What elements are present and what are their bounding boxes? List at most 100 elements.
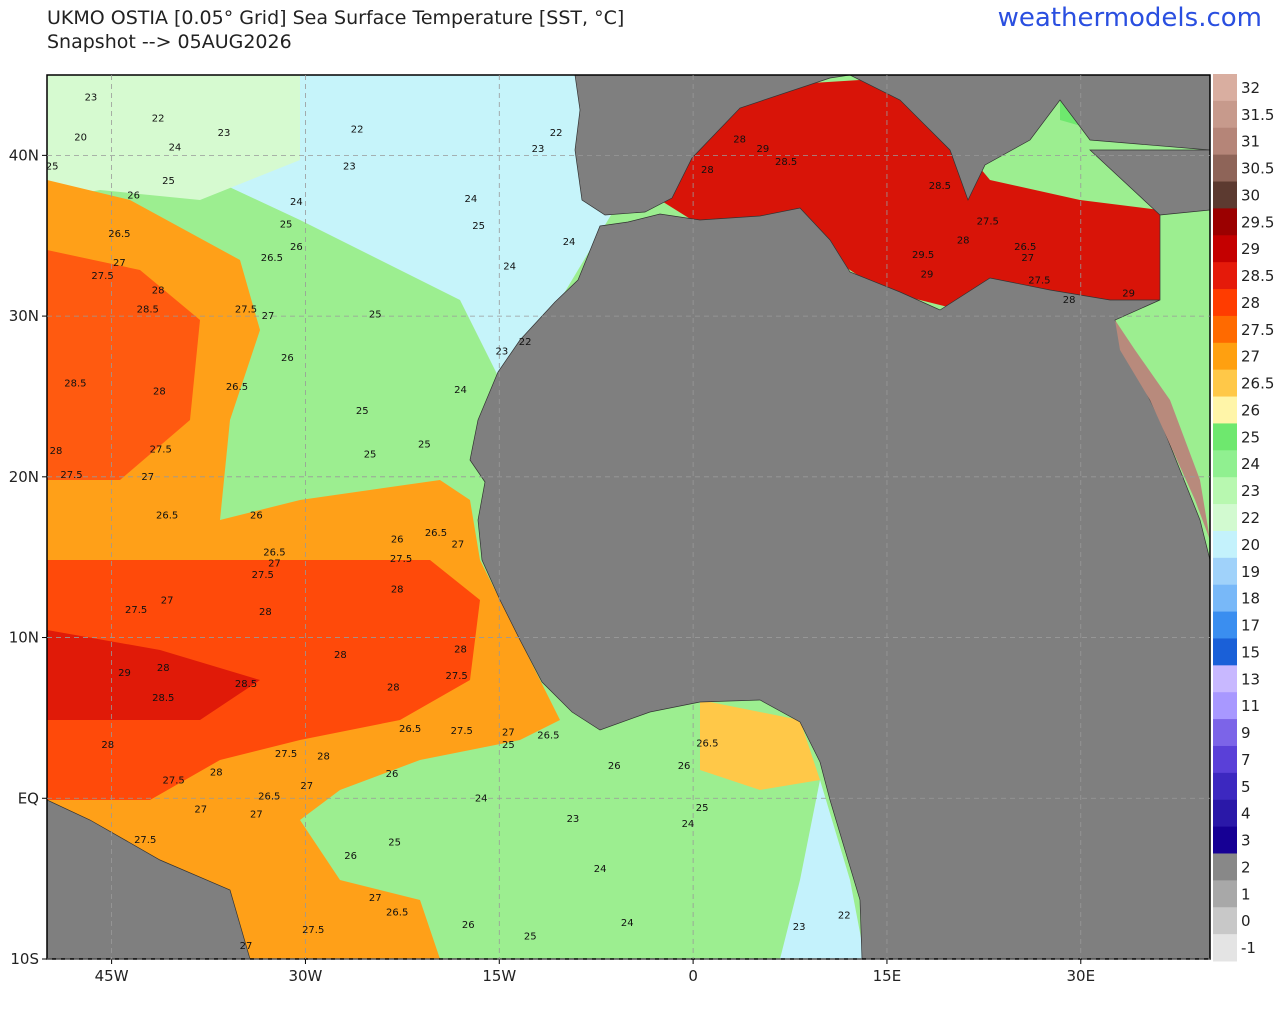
contour-label: 26.5 bbox=[386, 907, 408, 918]
contour-label: 26 bbox=[344, 851, 357, 862]
contour-label: 28 bbox=[957, 236, 970, 247]
contour-label: 28 bbox=[454, 645, 467, 656]
colorbar-box bbox=[1213, 826, 1237, 854]
contour-label: 26 bbox=[391, 535, 404, 546]
contour-label: 26.5 bbox=[156, 510, 178, 521]
colorbar-box bbox=[1213, 289, 1237, 317]
contour-label: 27.5 bbox=[252, 570, 274, 581]
colorbar-label: 2 bbox=[1241, 858, 1251, 876]
contour-label: 29 bbox=[1122, 289, 1135, 300]
contour-label: 27 bbox=[452, 539, 465, 550]
contour-label: 27.5 bbox=[977, 216, 999, 227]
colorbar-box bbox=[1213, 477, 1237, 505]
contour-label: 23 bbox=[343, 162, 356, 173]
colorbar-box bbox=[1213, 665, 1237, 693]
colorbar-box bbox=[1213, 235, 1237, 263]
colorbar-label: 11 bbox=[1241, 697, 1260, 715]
warm-water bbox=[47, 250, 200, 480]
contour-label: 27.5 bbox=[1028, 276, 1050, 287]
warm-water bbox=[700, 700, 820, 790]
x-tick-label: 15E bbox=[873, 967, 902, 985]
colorbar-label: 22 bbox=[1241, 509, 1260, 527]
colorbar-box bbox=[1213, 611, 1237, 639]
contour-label: 28.5 bbox=[235, 679, 257, 690]
contour-label: 26.5 bbox=[1014, 242, 1036, 253]
contour-label: 28 bbox=[152, 285, 165, 296]
colorbar-label: 30.5 bbox=[1241, 160, 1274, 178]
colorbar-box bbox=[1213, 530, 1237, 559]
land-africa bbox=[469, 149, 1210, 959]
colorbar-label: 31.5 bbox=[1241, 106, 1274, 124]
y-tick-label: 40N bbox=[9, 146, 39, 164]
contour-label: 28 bbox=[153, 387, 166, 398]
contour-label: 29.5 bbox=[912, 250, 934, 261]
colorbar-label: 24 bbox=[1241, 455, 1260, 473]
contour-label: 24 bbox=[169, 142, 182, 153]
contour-label: 26 bbox=[250, 510, 263, 521]
contour-label: 26.5 bbox=[696, 739, 718, 750]
cool-water bbox=[780, 780, 865, 959]
colorbar-box bbox=[1213, 907, 1237, 935]
map-layers bbox=[47, 75, 1210, 959]
contour-label: 27.5 bbox=[275, 749, 297, 760]
contour-label: 29 bbox=[118, 668, 131, 679]
contour-label: 28 bbox=[50, 446, 63, 457]
contour-label: 25 bbox=[280, 219, 293, 230]
map-frame bbox=[46, 74, 1211, 960]
colorbar-box bbox=[1213, 934, 1237, 962]
colorbar-box bbox=[1213, 100, 1237, 129]
colorbar-label: 15 bbox=[1241, 643, 1260, 661]
contour-label: 28 bbox=[101, 740, 114, 751]
contour-label: 28 bbox=[210, 768, 223, 779]
colorbar-label: 27.5 bbox=[1241, 321, 1274, 339]
colorbar-box bbox=[1213, 154, 1237, 183]
land-iberia-france bbox=[574, 75, 851, 216]
y-tick-label: EQ bbox=[18, 789, 39, 807]
colorbar-box bbox=[1213, 396, 1237, 424]
colorbar-box bbox=[1213, 557, 1237, 586]
colorbar-box bbox=[1213, 504, 1237, 532]
contour-label: 27.5 bbox=[446, 671, 468, 682]
contour-label: 27 bbox=[300, 781, 313, 792]
site-name[interactable]: weathermodels.com bbox=[998, 3, 1262, 33]
contour-label: 25 bbox=[418, 440, 431, 451]
colorbar-label: 30 bbox=[1241, 186, 1260, 204]
colorbar-box bbox=[1213, 315, 1237, 344]
contour-label: 22 bbox=[550, 128, 563, 139]
cool-water bbox=[47, 75, 300, 200]
colorbar-box bbox=[1213, 369, 1237, 398]
warm-water bbox=[47, 560, 480, 800]
contour-label: 24 bbox=[594, 864, 607, 875]
contour-label: 24 bbox=[682, 819, 695, 830]
contour-label: 27 bbox=[1021, 253, 1034, 264]
contour-label: 24 bbox=[563, 237, 576, 248]
contour-label: 23 bbox=[532, 144, 545, 155]
contour-label: 25 bbox=[369, 309, 382, 320]
colorbar-box bbox=[1213, 127, 1237, 156]
title: UKMO OSTIA [0.05° Grid] Sea Surface Temp… bbox=[47, 7, 624, 29]
x-tick-label: 0 bbox=[688, 967, 698, 985]
y-tick-label: 20N bbox=[9, 468, 39, 486]
contour-label: 29 bbox=[757, 144, 770, 155]
contour-label: 27 bbox=[268, 559, 281, 570]
contour-label: 24 bbox=[475, 793, 488, 804]
colorbar-label: 17 bbox=[1241, 617, 1260, 635]
contour-label: 27.5 bbox=[60, 470, 82, 481]
contour-label: 26 bbox=[608, 761, 621, 772]
colorbar-box bbox=[1213, 853, 1237, 881]
land-south-america bbox=[47, 799, 251, 959]
contour-label: 28.5 bbox=[152, 693, 174, 704]
contour-label: 26 bbox=[462, 920, 475, 931]
contour-label: 23 bbox=[218, 128, 231, 139]
contour-label: 26.5 bbox=[226, 382, 248, 393]
contour-label: 27.5 bbox=[163, 776, 185, 787]
colorbar-box bbox=[1213, 74, 1237, 102]
contour-label: 27.5 bbox=[390, 554, 412, 565]
warm-water bbox=[660, 80, 1160, 310]
colorbar-label: 32 bbox=[1241, 79, 1260, 97]
contour-label: 28 bbox=[701, 165, 714, 176]
colorbar-label: 23 bbox=[1241, 482, 1260, 500]
contour-label: 28.5 bbox=[64, 379, 86, 390]
contour-label: 28.5 bbox=[137, 305, 159, 316]
colorbar-box bbox=[1213, 719, 1237, 747]
